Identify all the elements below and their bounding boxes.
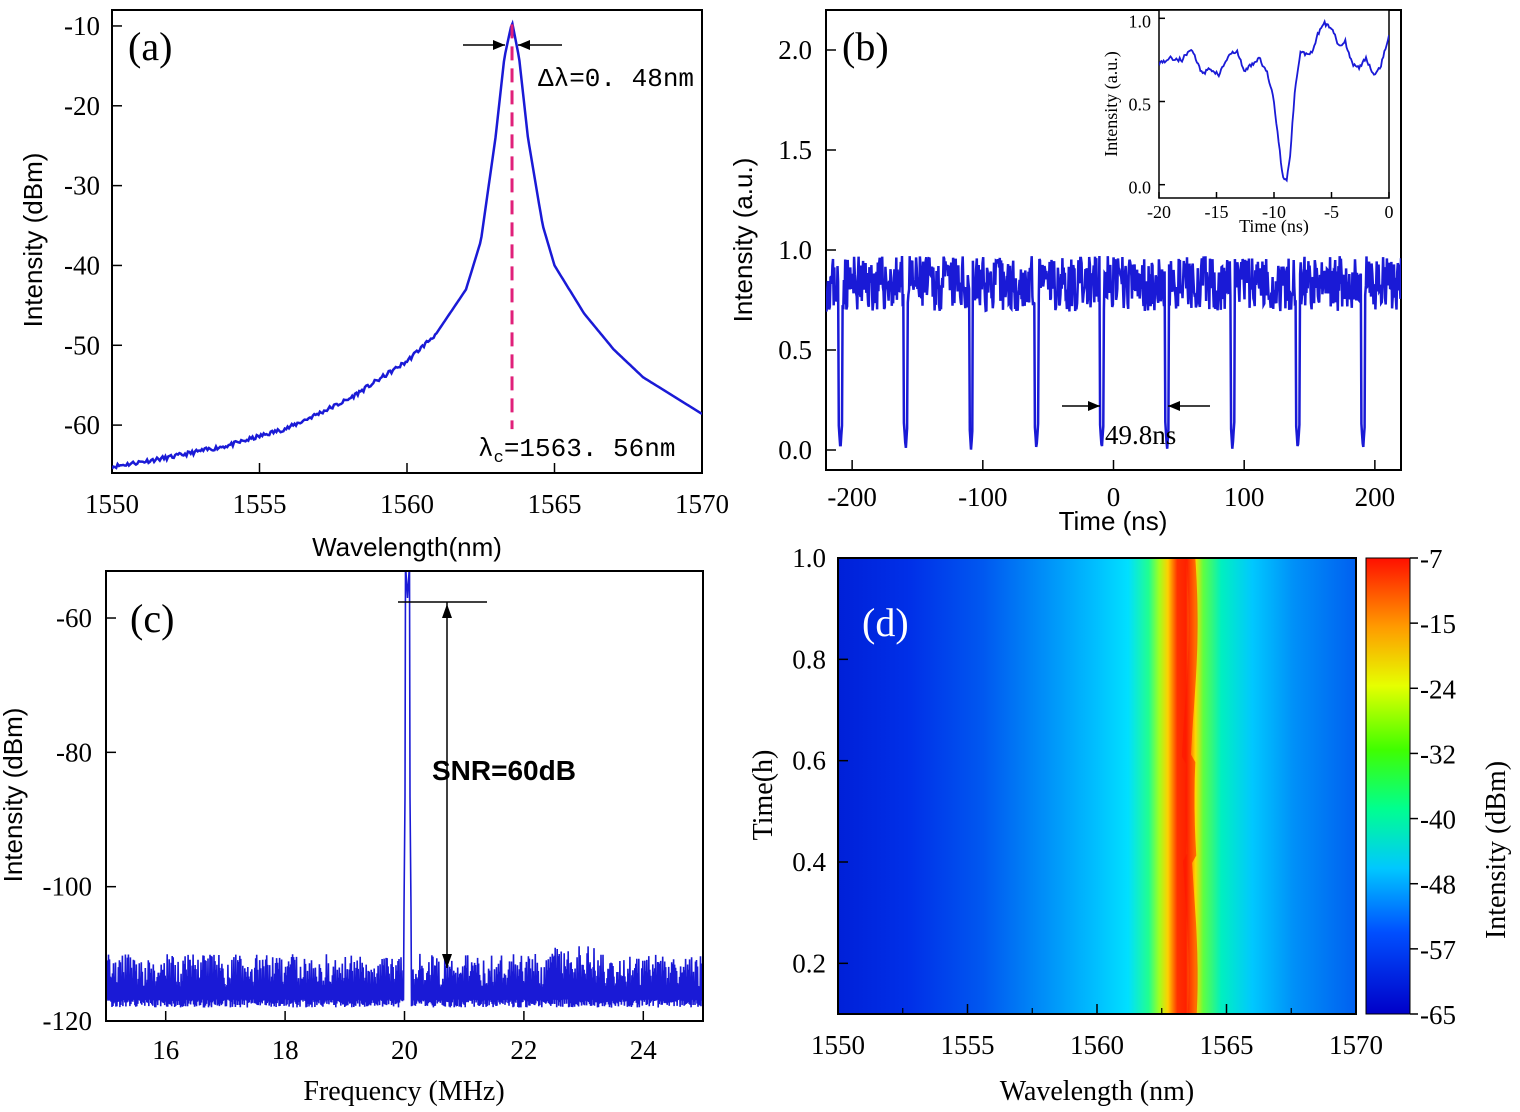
inset-xtick-label: -5 bbox=[1324, 202, 1339, 222]
panel-c-ytick-label: -100 bbox=[43, 872, 93, 902]
panel-d-ytick-label: 0.4 bbox=[792, 847, 826, 877]
panel-d-ytick-label: 1.0 bbox=[792, 543, 826, 573]
panel-a-center-label: λc=1563. 56nm bbox=[478, 434, 675, 468]
inset-xtick-label: -20 bbox=[1147, 202, 1171, 222]
panel-d-heatmap bbox=[838, 558, 1356, 1014]
panel-a-xtick-label: 1565 bbox=[528, 489, 582, 519]
panel-b-ytick-label: 1.5 bbox=[778, 135, 812, 165]
panel-d-colorbar-label: Intensity (dBm) bbox=[1481, 761, 1512, 939]
panel-b-ytick-label: 2.0 bbox=[778, 35, 812, 65]
panel-a-ytick-label: -10 bbox=[64, 11, 100, 41]
colorbar-tick-label: -40 bbox=[1420, 805, 1456, 835]
panel-a-ytick-label: -30 bbox=[64, 171, 100, 201]
panel-d-ylabel: Time(h) bbox=[748, 750, 779, 841]
inset-xtick-label: -15 bbox=[1205, 202, 1229, 222]
panel-a-xtick-label: 1550 bbox=[85, 489, 139, 519]
panel-b-pulse-train-line bbox=[826, 255, 1401, 450]
inset-ytick-label: 0.5 bbox=[1129, 95, 1152, 115]
panel-b-ytick-label: 0.0 bbox=[778, 435, 812, 465]
panel-a: 1550 1555 1560 1565 1570 -60 -50 -40 -30 -20 -10 (… bbox=[18, 9, 729, 562]
inset-pulse-line bbox=[1159, 18, 1389, 183]
panel-b-ytick-label: 1.0 bbox=[778, 235, 812, 265]
panel-c-snr-label: SNR=60dB bbox=[432, 755, 576, 786]
panel-b-period-label: 49.8ns bbox=[1105, 420, 1176, 450]
colorbar-tick-label: -57 bbox=[1420, 935, 1456, 965]
inset-ylabel: Intensity (a.u.) bbox=[1101, 51, 1122, 156]
panel-d: 1550 1555 1560 1565 1570 0.2 0.4 0.6 0.8 1.0 -7 -1… bbox=[748, 543, 1512, 1107]
panel-a-ytick-label: -50 bbox=[64, 330, 100, 360]
panel-a-linewidth-label: Δλ=0. 48nm bbox=[538, 64, 694, 94]
panel-a-ytick-label: -40 bbox=[64, 250, 100, 280]
colorbar-tick-label: -15 bbox=[1420, 609, 1456, 639]
panel-b-xlabel: Time (ns) bbox=[1059, 506, 1168, 536]
panel-d-colorbar bbox=[1365, 557, 1411, 1015]
panel-b-xtick-label: 0 bbox=[1107, 482, 1121, 512]
panel-c-xtick-label: 22 bbox=[510, 1035, 537, 1065]
panel-d-xtick-label: 1550 bbox=[811, 1030, 865, 1060]
panel-a-ylabel: Intensity (dBm) bbox=[18, 153, 48, 328]
panel-a-xlabel: Wavelength(nm) bbox=[312, 532, 502, 562]
panel-c-xtick-label: 16 bbox=[152, 1035, 179, 1065]
panel-a-xtick-label: 1560 bbox=[380, 489, 434, 519]
inset-xtick-label: 0 bbox=[1385, 202, 1394, 222]
panel-a-ytick-label: -20 bbox=[64, 91, 100, 121]
panel-d-label: (d) bbox=[862, 600, 909, 645]
panel-c-xtick-label: 20 bbox=[391, 1035, 418, 1065]
colorbar-tick-label: -32 bbox=[1420, 739, 1456, 769]
panel-d-xtick-label: 1560 bbox=[1070, 1030, 1124, 1060]
panel-d-xtick-label: 1565 bbox=[1200, 1030, 1254, 1060]
panel-c-xtick-label: 24 bbox=[630, 1035, 658, 1065]
panel-b-ylabel: Intensity (a.u.) bbox=[728, 158, 758, 323]
panel-d-ytick-label: 0.2 bbox=[792, 948, 826, 978]
panel-c-label: (c) bbox=[130, 596, 174, 641]
panel-b-inset: -20 -15 -10 -5 0 0.0 0.5 1.0 Time (ns) Intensit… bbox=[1101, 9, 1394, 237]
panel-b-label: (b) bbox=[842, 24, 889, 69]
inset-ytick-label: 0.0 bbox=[1129, 178, 1152, 198]
panel-b-xtick-label: -200 bbox=[827, 482, 877, 512]
panel-d-xtick-label: 1570 bbox=[1329, 1030, 1383, 1060]
panel-d-ytick-label: 0.8 bbox=[792, 644, 826, 674]
colorbar-tick-label: -7 bbox=[1420, 544, 1443, 574]
panel-c-ytick-label: -120 bbox=[43, 1006, 93, 1036]
panel-b-xtick-label: 100 bbox=[1224, 482, 1265, 512]
panel-a-xtick-label: 1570 bbox=[675, 489, 729, 519]
panel-d-xtick-label: 1555 bbox=[941, 1030, 995, 1060]
panel-c-ytick-label: -80 bbox=[56, 737, 92, 767]
panel-a-ytick-label: -60 bbox=[64, 410, 100, 440]
panel-a-spectrum-line bbox=[112, 19, 702, 470]
inset-xtick-label: -10 bbox=[1262, 202, 1286, 222]
inset-xlabel: Time (ns) bbox=[1239, 216, 1309, 237]
panel-c: 16 18 20 22 24 -60 -80 -100 -120 (c) SNR=60dB Fr… bbox=[0, 570, 704, 1107]
panel-c-snr-arrow bbox=[398, 601, 487, 968]
panel-a-label: (a) bbox=[128, 24, 172, 69]
panel-a-xtick-label: 1555 bbox=[233, 489, 287, 519]
panel-c-ytick-label: -60 bbox=[56, 603, 92, 633]
panel-d-peak-ridge bbox=[1181, 557, 1198, 1015]
panel-b-period-arrows bbox=[1062, 401, 1210, 411]
panel-d-ytick-label: 0.6 bbox=[792, 746, 826, 776]
panel-d-xlabel: Wavelength (nm) bbox=[1000, 1076, 1194, 1107]
colorbar-tick-label: -24 bbox=[1420, 674, 1456, 704]
panel-b-ytick-label: 0.5 bbox=[778, 335, 812, 365]
panel-c-rf-spectrum-line bbox=[106, 571, 703, 1008]
panel-c-xtick-label: 18 bbox=[272, 1035, 299, 1065]
panel-a-linewidth-arrows bbox=[463, 40, 562, 50]
panel-c-ylabel: Intensity (dBm) bbox=[0, 708, 28, 883]
panel-c-xlabel: Frequency (MHz) bbox=[303, 1076, 504, 1107]
colorbar-tick-label: -48 bbox=[1420, 870, 1456, 900]
panel-b-xtick-label: 200 bbox=[1355, 482, 1396, 512]
inset-ytick-label: 1.0 bbox=[1129, 11, 1152, 31]
colorbar-tick-label: -65 bbox=[1420, 1000, 1456, 1030]
panel-b-xtick-label: -100 bbox=[958, 482, 1008, 512]
